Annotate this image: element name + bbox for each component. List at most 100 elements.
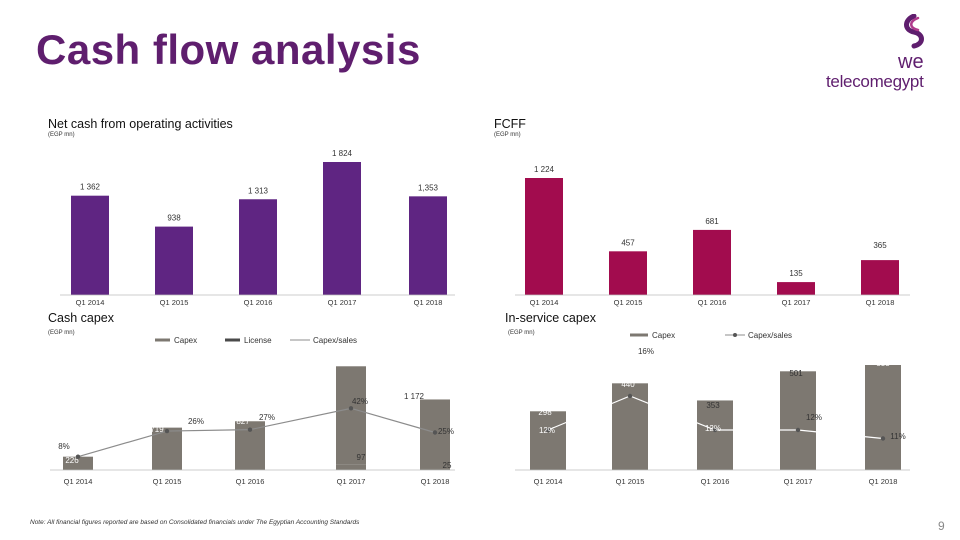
- inservice-value-label-1: 440: [621, 380, 635, 389]
- ncfo-x-tick-0: Q1 2014: [76, 298, 105, 307]
- cash-capex-ratio-point-0: [75, 454, 81, 459]
- ncfo-bar-3: [323, 162, 361, 295]
- inservice-x-tick-1: Q1 2015: [616, 477, 645, 486]
- inservice-ratio-point-2: [712, 427, 718, 433]
- fcff-value-label-0: 1 224: [534, 165, 555, 174]
- inservice-bar-3: [780, 371, 816, 470]
- cash-capex-ratio-label-3: 42%: [352, 397, 368, 406]
- cash-capex-license-label-4: 1 172: [404, 392, 425, 401]
- inservice-x-tick-4: Q1 2018: [869, 477, 898, 486]
- cash-capex-bar-0: [63, 456, 93, 470]
- fcff-bar-3: [777, 282, 815, 295]
- ncfo-value-label-4: 1,353: [418, 183, 439, 192]
- inservice-ratio-point-3: [795, 427, 801, 433]
- ncfo-bar-2: [239, 199, 277, 295]
- inservice-bar-2: [697, 400, 733, 470]
- ncfo-title: Net cash from operating activities: [48, 117, 233, 131]
- ncfo-value-label-3: 1 824: [332, 149, 353, 158]
- inservice-ratio-point-0: [545, 427, 551, 433]
- footnote: Note: All financial figures reported are…: [30, 519, 360, 526]
- inservice-legend-ratio: Capex/sales: [748, 331, 792, 340]
- cash-capex-unit: (EGP mn): [48, 330, 75, 336]
- ncfo-x-tick-2: Q1 2016: [244, 298, 273, 307]
- cash-capex-ratio-point-4: [432, 430, 438, 435]
- logo-we-text: we: [897, 51, 924, 70]
- cash-capex-x-tick-4: Q1 2018: [421, 477, 450, 486]
- cash-capex-ratio-point-1: [164, 428, 170, 434]
- cash-capex-ratio-label-4: 25%: [438, 427, 454, 436]
- cash-capex-title: Cash capex: [48, 311, 115, 325]
- cash-capex-bar-3: [336, 464, 366, 470]
- inservice-ratio-label-2: 12%: [705, 424, 721, 433]
- ncfo-x-tick-1: Q1 2015: [160, 298, 189, 307]
- fcff-unit: (EGP mn): [494, 132, 521, 138]
- logo-swirl-icon: [904, 13, 924, 49]
- fcff-value-label-4: 365: [873, 241, 887, 250]
- inservice-x-tick-0: Q1 2014: [534, 477, 563, 486]
- inservice-value-label-0: 298: [538, 408, 552, 417]
- cash-capex-legend-ratio: Capex/sales: [313, 336, 357, 345]
- cash-capex-ratio-label-0: 8%: [58, 442, 70, 451]
- fcff-x-tick-3: Q1 2017: [782, 298, 811, 307]
- fcff-bar-4: [861, 260, 899, 295]
- fcff-x-tick-1: Q1 2015: [614, 298, 643, 307]
- fcff-bar-1: [609, 251, 647, 295]
- page-number: 9: [938, 519, 945, 533]
- cash-capex-ratio-point-2: [247, 427, 253, 432]
- cash-capex-value-label-0: 226: [65, 456, 79, 465]
- ncfo-x-tick-4: Q1 2018: [414, 298, 443, 307]
- cash-capex-value-label-4: 25: [443, 461, 452, 470]
- cash-capex-bar-4: [420, 468, 450, 470]
- cash-capex-license-label-3: 1 663: [319, 358, 340, 367]
- ncfo-bar-1: [155, 226, 193, 295]
- page-title: Cash flow analysis: [36, 26, 421, 73]
- inservice-capex-title: In-service capex: [505, 311, 597, 325]
- cash-capex-x-tick-3: Q1 2017: [337, 477, 366, 486]
- fcff-title: FCFF: [494, 117, 526, 131]
- fcff-bar-2: [693, 229, 731, 295]
- inservice-value-label-3: 501: [789, 369, 803, 378]
- cash-capex-x-tick-0: Q1 2014: [64, 477, 93, 486]
- cash-capex-legend-license: License: [244, 336, 272, 345]
- inservice-bar-0: [530, 411, 566, 470]
- inservice-legend-capex: Capex: [652, 331, 675, 340]
- fcff-value-label-2: 681: [705, 217, 719, 226]
- inservice-x-tick-2: Q1 2016: [701, 477, 730, 486]
- cash-capex-ratio-label-2: 27%: [259, 413, 275, 422]
- ncfo-value-label-0: 1 362: [80, 183, 101, 192]
- ncfo-bar-0: [71, 195, 109, 295]
- fcff-x-tick-2: Q1 2016: [698, 298, 727, 307]
- cash-capex-x-tick-2: Q1 2016: [236, 477, 265, 486]
- cash-capex-value-label-1: 719: [150, 425, 164, 434]
- cash-capex-value-label-3: 97: [357, 453, 366, 462]
- ncfo-unit: (EGP mn): [48, 132, 75, 138]
- inservice-ratio-label-1: 16%: [638, 347, 654, 356]
- inservice-ratio-label-0: 12%: [539, 426, 555, 435]
- inservice-ratio-point-1: [627, 393, 633, 399]
- inservice-legend-ratio-marker: [733, 333, 737, 337]
- inservice-capex-unit: (EGP mn): [508, 330, 535, 336]
- ncfo-bar-4: [409, 196, 447, 295]
- fcff-bar-0: [525, 178, 563, 295]
- cash-capex-x-tick-1: Q1 2015: [153, 477, 182, 486]
- fcff-x-tick-4: Q1 2018: [866, 298, 895, 307]
- ncfo-x-tick-3: Q1 2017: [328, 298, 357, 307]
- ncfo-value-label-2: 1 313: [248, 186, 269, 195]
- inservice-x-tick-3: Q1 2017: [784, 477, 813, 486]
- cash-capex-value-label-2: 827: [236, 417, 250, 426]
- cash-capex-ratio-point-3: [348, 406, 354, 411]
- cash-capex-bar-1: [152, 427, 182, 470]
- inservice-ratio-point-4: [880, 436, 886, 441]
- we-logo: we: [894, 13, 938, 75]
- inservice-value-label-2: 353: [706, 401, 720, 410]
- inservice-value-label-4: 533: [876, 359, 890, 368]
- brand-name: telecomegypt: [826, 72, 924, 91]
- cash-capex-ratio-label-1: 26%: [188, 417, 204, 426]
- fcff-value-label-1: 457: [621, 238, 635, 247]
- fcff-value-label-3: 135: [789, 269, 803, 278]
- inservice-ratio-label-3: 12%: [806, 413, 822, 422]
- cash-capex-license-bar-3: [336, 366, 366, 465]
- inservice-bar-4: [865, 365, 901, 470]
- cash-capex-legend-capex: Capex: [174, 336, 197, 345]
